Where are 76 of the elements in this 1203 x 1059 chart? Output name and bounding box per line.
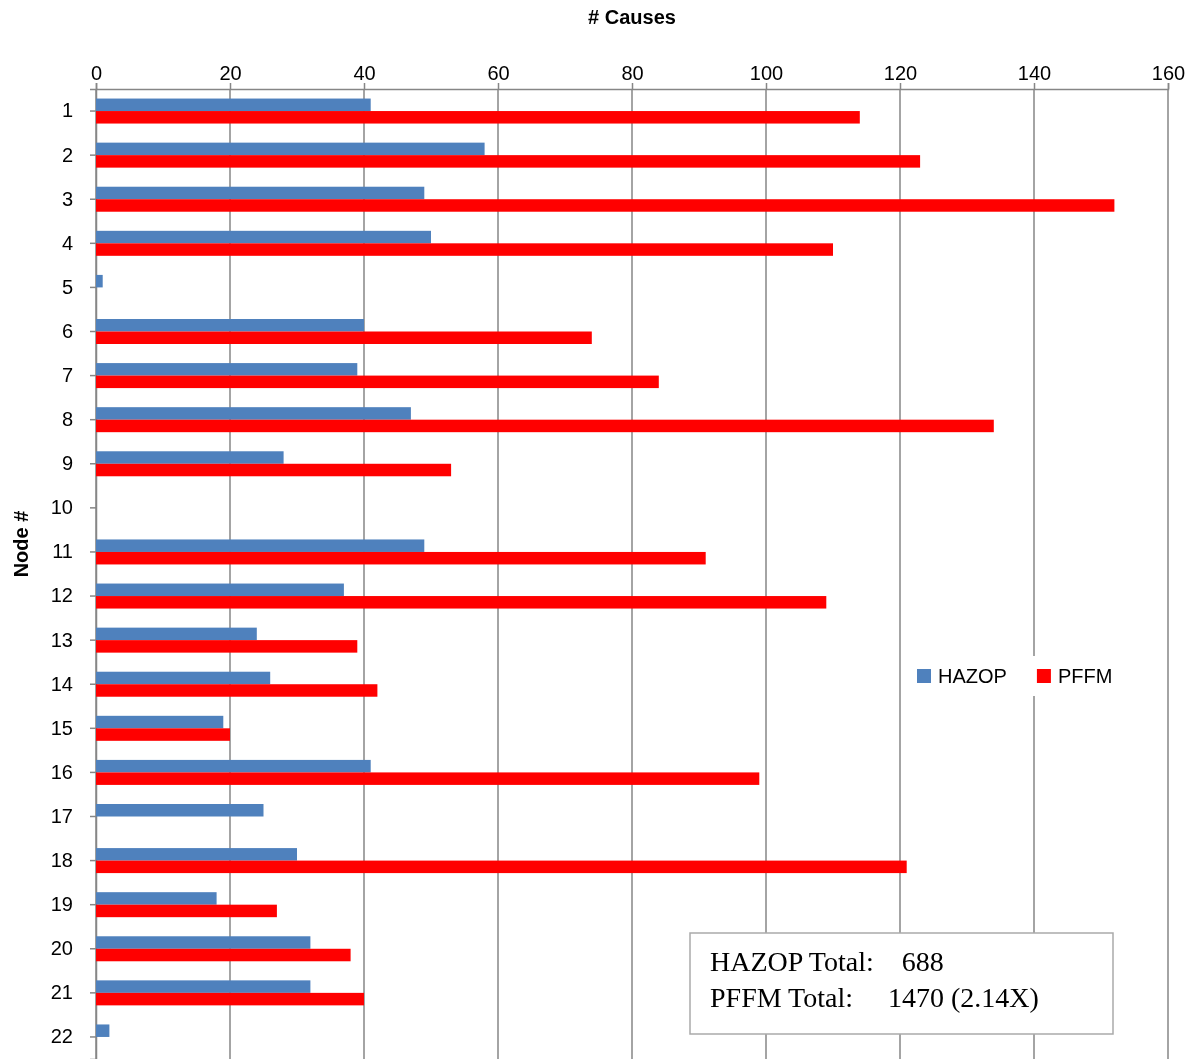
bar (96, 186, 425, 200)
x-tick-label: 0 (90, 62, 103, 84)
x-tick-label: 140 (1017, 62, 1052, 84)
bar (96, 759, 371, 773)
bar (96, 1024, 110, 1037)
bar (96, 419, 994, 433)
y-tick-label: 9 (61, 452, 73, 475)
bar (96, 684, 378, 697)
bar (96, 243, 833, 256)
bar (96, 155, 921, 168)
bar (96, 804, 264, 817)
x-tick-label: 80 (621, 62, 644, 84)
y-tick-label: 11 (52, 540, 73, 563)
bar (96, 98, 371, 112)
bar (96, 980, 311, 993)
bar (96, 551, 706, 565)
bar (96, 142, 485, 156)
bar (96, 728, 230, 741)
bar (96, 331, 592, 344)
bar (96, 111, 860, 124)
bar (96, 596, 827, 609)
bar (96, 936, 311, 949)
y-tick-label: 5 (61, 275, 73, 298)
x-axis-title: # Causes (588, 6, 676, 28)
y-tick-label: 14 (50, 672, 73, 695)
bar (96, 407, 411, 420)
bar (96, 539, 425, 552)
bar (96, 451, 284, 464)
x-tick-label: 160 (1151, 62, 1186, 84)
bar (96, 274, 103, 288)
legend-label: PFFM (1057, 665, 1113, 687)
y-tick-label: 12 (50, 584, 73, 607)
bar (96, 671, 271, 685)
bar (96, 463, 452, 477)
y-tick-label: 19 (50, 893, 73, 916)
x-tick-label: 100 (749, 62, 784, 84)
y-tick-label: 6 (61, 319, 73, 342)
y-tick-label: 15 (50, 716, 73, 739)
legend-label: HAZOP (938, 665, 1007, 687)
y-tick-label: 10 (50, 496, 73, 519)
y-axis-title: Node # (10, 510, 32, 578)
y-tick-label: 8 (61, 408, 73, 431)
y-tick-label: 3 (61, 187, 73, 210)
x-tick-label: 120 (883, 62, 918, 84)
bar (96, 230, 431, 244)
y-tick-label: 13 (50, 628, 73, 651)
y-tick-label: 21 (50, 981, 73, 1004)
bar (96, 848, 297, 861)
bar (96, 992, 364, 1006)
bar (96, 363, 358, 376)
x-tick-label: 40 (353, 62, 376, 84)
x-tick-label: 60 (487, 62, 510, 84)
x-tick-label: 20 (219, 62, 242, 84)
bar (96, 375, 659, 389)
bar (96, 948, 351, 962)
y-tick-label: 18 (50, 848, 73, 871)
bar (96, 772, 760, 785)
y-tick-label: 22 (50, 1025, 73, 1048)
bar (96, 715, 224, 729)
y-tick-label: 20 (50, 937, 73, 960)
annotation: PFFM Total: 1470 (2.14X) (710, 982, 1039, 1013)
bar (96, 892, 217, 905)
bar (96, 319, 364, 332)
annotation: HAZOP Total: 688 (710, 946, 944, 977)
bar (96, 640, 358, 653)
bar (96, 904, 277, 918)
bar (96, 627, 257, 641)
y-tick-label: 4 (61, 231, 73, 254)
bar (96, 583, 344, 597)
bar (96, 199, 1115, 212)
y-tick-label: 17 (50, 804, 73, 827)
y-tick-label: 1 (61, 99, 73, 122)
y-tick-label: 7 (61, 363, 73, 386)
bar (96, 860, 907, 874)
y-tick-label: 16 (50, 760, 73, 783)
y-tick-label: 2 (61, 143, 73, 166)
